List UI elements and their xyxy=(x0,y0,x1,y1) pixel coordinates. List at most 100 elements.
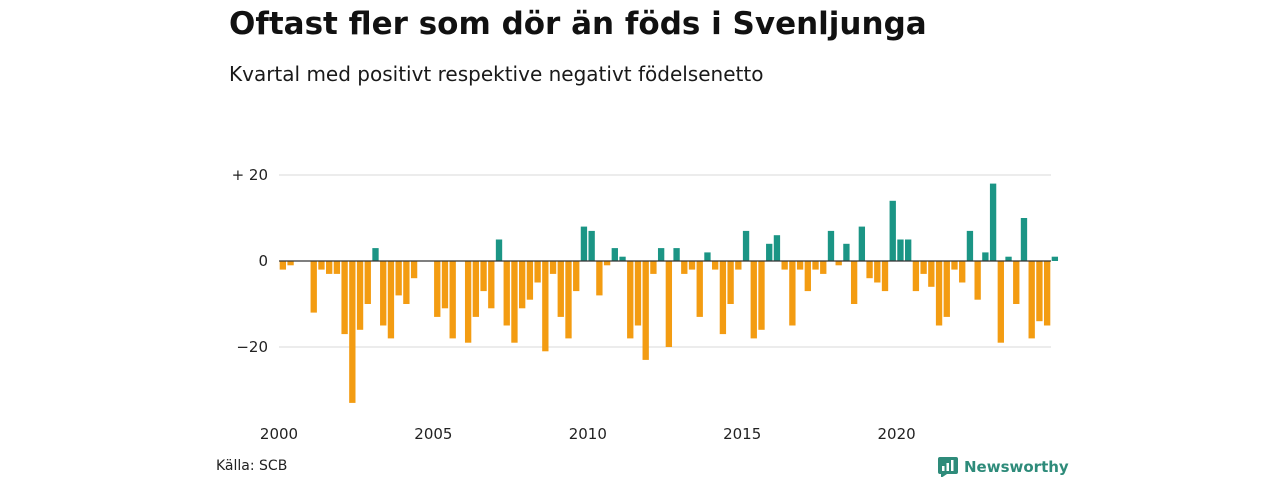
bar xyxy=(696,261,703,317)
brand-name: Newsworthy xyxy=(964,458,1069,476)
bar xyxy=(410,261,418,279)
bar xyxy=(974,261,981,300)
source-note: Källa: SCB xyxy=(216,458,288,474)
bar xyxy=(395,261,402,296)
bar xyxy=(526,261,534,300)
x-tick-label: 2010 xyxy=(569,425,607,443)
bar xyxy=(704,252,711,261)
bar xyxy=(766,243,773,261)
bar xyxy=(464,261,472,343)
bar xyxy=(349,261,356,403)
bar xyxy=(835,261,842,266)
bar xyxy=(905,239,912,261)
bar xyxy=(1013,261,1020,304)
bar xyxy=(341,261,348,335)
bar xyxy=(519,261,526,309)
bar xyxy=(542,261,549,352)
bar xyxy=(472,261,480,317)
bar xyxy=(495,239,503,261)
bar xyxy=(719,261,727,335)
bar xyxy=(796,261,804,270)
bar xyxy=(603,261,611,266)
bar xyxy=(673,248,680,261)
bar xyxy=(364,261,371,304)
bar xyxy=(372,248,379,261)
bar xyxy=(951,261,958,270)
bar xyxy=(665,261,673,347)
bar xyxy=(1020,218,1028,261)
x-tick-label: 2020 xyxy=(878,425,916,443)
bar xyxy=(326,261,333,274)
bar xyxy=(789,261,796,326)
bar xyxy=(773,235,781,261)
bar xyxy=(781,261,788,270)
bar xyxy=(503,261,510,326)
bar xyxy=(650,261,657,274)
bar xyxy=(912,261,920,292)
bar xyxy=(959,261,966,283)
bar xyxy=(1005,256,1012,261)
bar xyxy=(920,261,927,274)
bar xyxy=(557,261,564,317)
x-tick-label: 2005 xyxy=(414,425,452,443)
brand-logo: Newsworthy xyxy=(938,457,1069,477)
x-tick-label: 2000 xyxy=(260,425,298,443)
bar xyxy=(511,261,518,343)
y-tick-label: 0 xyxy=(258,252,268,270)
bar xyxy=(573,261,580,292)
bar xyxy=(657,248,665,261)
bar xyxy=(866,261,873,279)
bar xyxy=(982,252,989,261)
bar xyxy=(874,261,881,283)
bar xyxy=(1051,256,1059,261)
chart-title: Oftast fler som dör än föds i Svenljunga xyxy=(229,6,927,42)
bar xyxy=(804,261,811,292)
bar xyxy=(827,230,835,261)
bar xyxy=(820,261,827,274)
bar xyxy=(565,261,572,339)
bar xyxy=(1043,261,1051,326)
bar xyxy=(549,261,557,274)
bar xyxy=(588,230,595,261)
bar xyxy=(750,261,757,339)
bar xyxy=(935,261,943,326)
bar xyxy=(480,261,487,292)
bar xyxy=(434,261,441,317)
bar xyxy=(850,261,858,304)
x-tick-label: 2015 xyxy=(723,425,761,443)
bar xyxy=(634,261,642,326)
bar xyxy=(735,261,742,270)
bar xyxy=(928,261,935,287)
bar xyxy=(387,261,395,339)
bar xyxy=(596,261,603,296)
bar xyxy=(318,261,325,270)
bar xyxy=(712,261,719,270)
bar xyxy=(380,261,387,326)
bar xyxy=(279,261,287,270)
bar xyxy=(310,261,317,313)
bar xyxy=(897,239,904,261)
bar xyxy=(758,261,765,330)
bar xyxy=(812,261,819,270)
bar xyxy=(989,183,997,261)
bar xyxy=(449,261,456,339)
bar xyxy=(356,261,364,330)
chart-subtitle: Kvartal med positivt respektive negativt… xyxy=(229,62,764,86)
bar xyxy=(681,261,688,274)
bar xyxy=(611,248,618,261)
bar xyxy=(889,200,896,261)
bar xyxy=(333,261,341,274)
y-tick-label: + 20 xyxy=(232,166,268,184)
bar xyxy=(580,226,588,261)
bar xyxy=(441,261,449,309)
bar xyxy=(881,261,889,292)
y-tick-label: −20 xyxy=(236,338,268,356)
bar xyxy=(943,261,950,317)
bar xyxy=(727,261,734,304)
bar xyxy=(488,261,495,309)
bar xyxy=(534,261,541,283)
bar xyxy=(966,230,974,261)
bar xyxy=(843,243,850,261)
bar xyxy=(742,230,750,261)
